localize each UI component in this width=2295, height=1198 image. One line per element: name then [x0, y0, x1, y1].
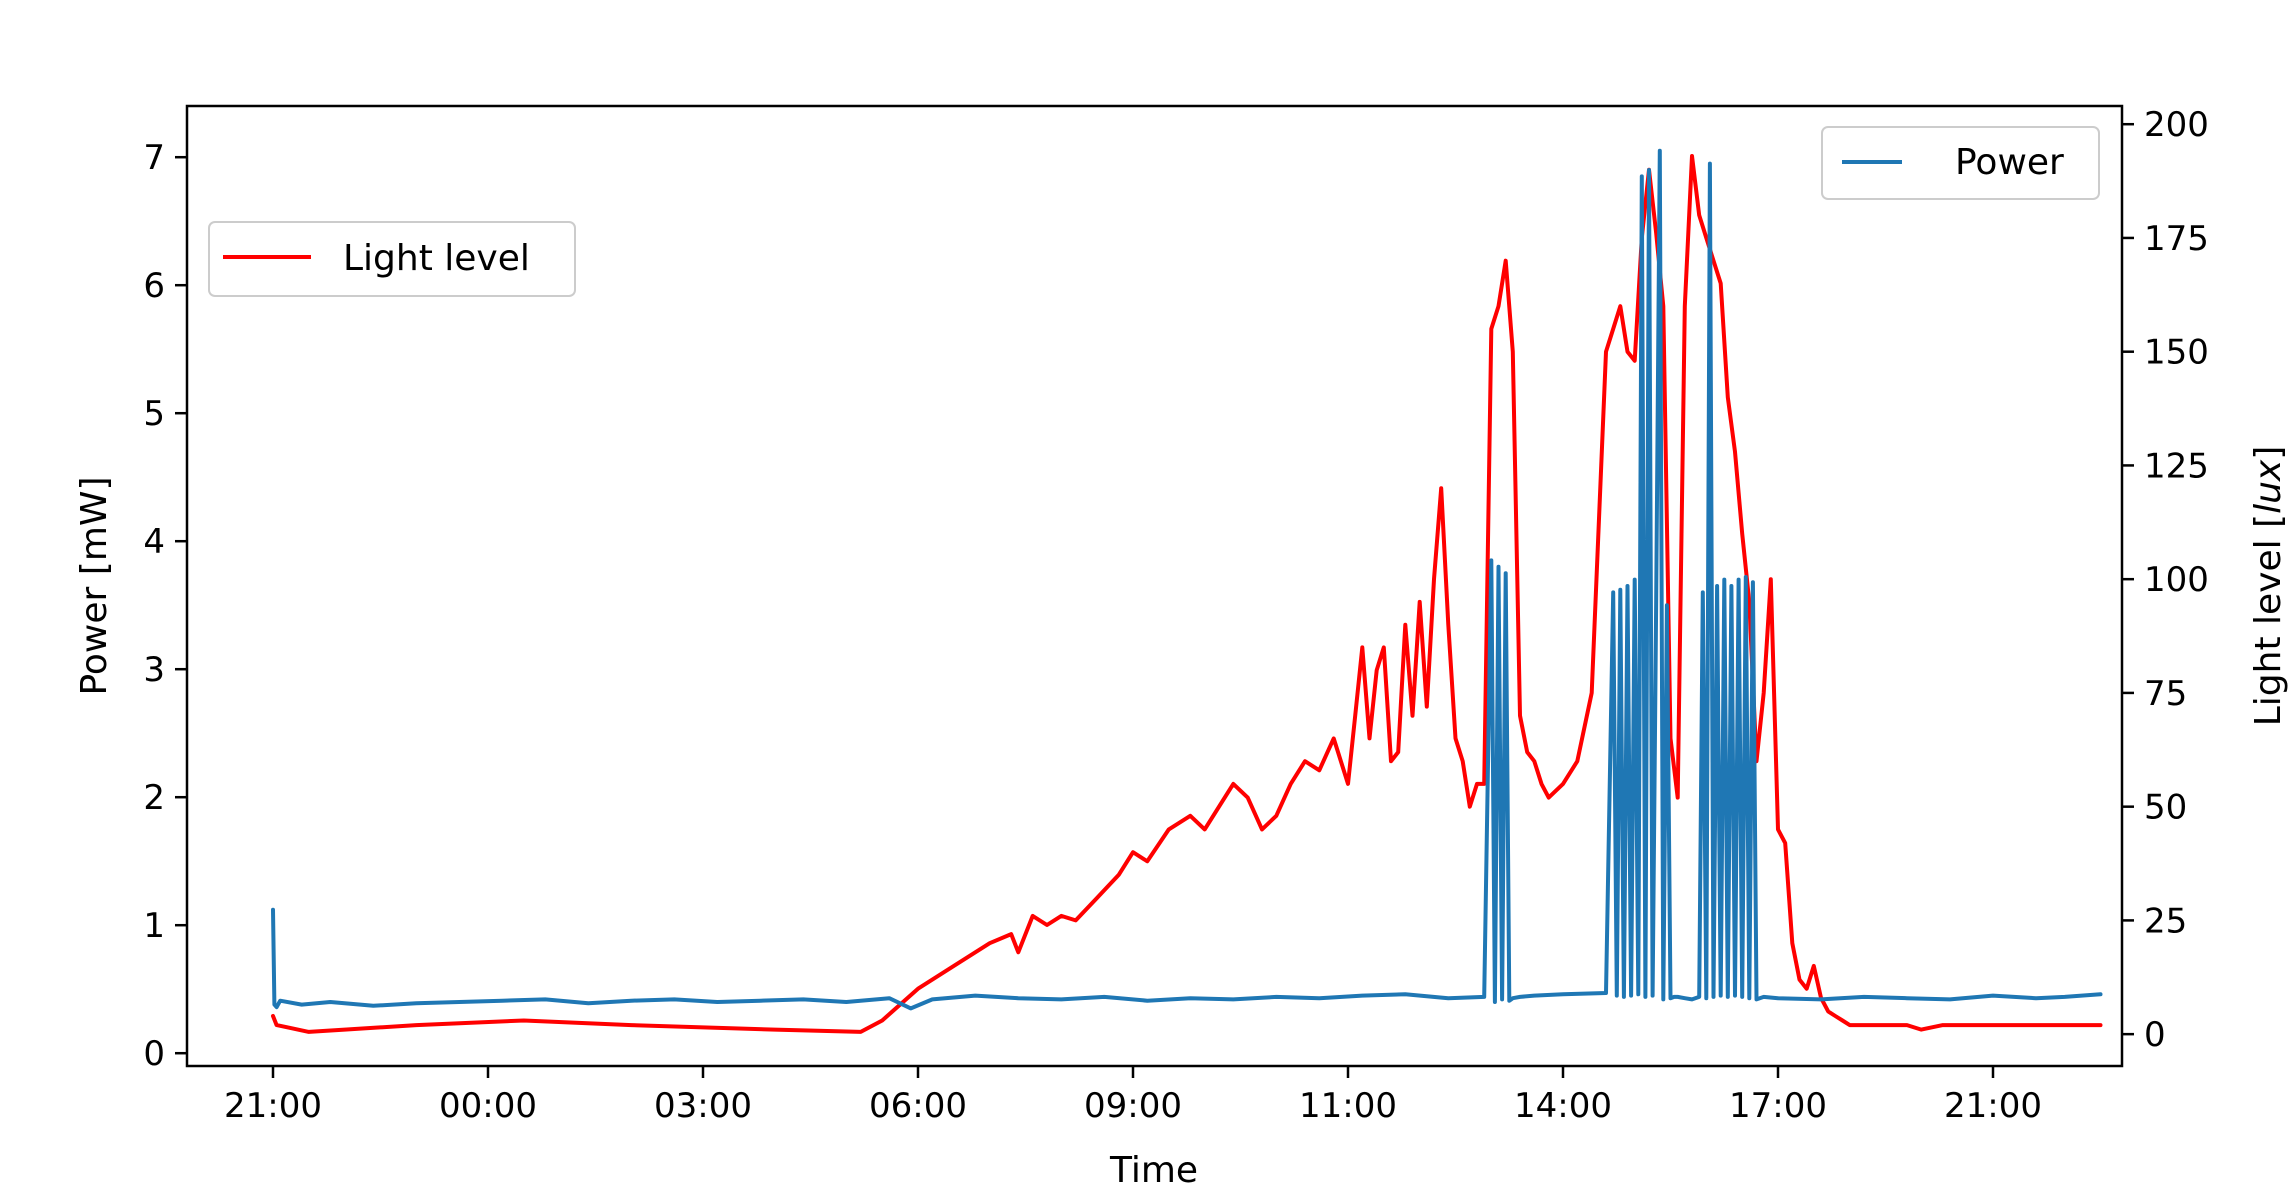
left-y-tick-label: 6: [143, 266, 165, 306]
right-y-tick-label: 0: [2144, 1015, 2166, 1055]
right-y-tick-label: 25: [2144, 901, 2187, 941]
left-y-tick-label: 0: [143, 1034, 165, 1074]
plot-frame: [185, 104, 2124, 1068]
x-axis-ticks: 21:00 00:00 03:00 06:00 09:00 11:00 14:00 17:00…: [224, 1066, 2042, 1126]
x-tick-label: 17:00: [1729, 1086, 1827, 1126]
power-series-line: [271, 148, 2103, 1011]
x-axis-label: Time: [1109, 1150, 1198, 1191]
plot-series-group: [271, 148, 2103, 1034]
light-level-series-line: [271, 154, 2103, 1034]
x-tick-label: 21:00: [1944, 1086, 2042, 1126]
left-y-tick-label: 7: [143, 138, 165, 178]
x-tick-label: 06:00: [869, 1086, 967, 1126]
right-y-tick-label: 175: [2144, 219, 2209, 259]
right-y-axis-label: Light level [lux]: [2248, 446, 2289, 727]
left-y-tick-label: 4: [143, 522, 165, 562]
legend-power-box: [1821, 126, 2100, 200]
x-tick-label: 00:00: [439, 1086, 537, 1126]
right-y-tick-label: 150: [2144, 333, 2209, 373]
x-tick-label: 21:00: [224, 1086, 322, 1126]
power-series-group: [271, 148, 2103, 1011]
legend-light-box: [208, 221, 576, 297]
legend-power-label: Power: [1955, 142, 2064, 183]
left-y-tick-label: 1: [143, 906, 165, 946]
x-tick-label: 14:00: [1514, 1086, 1612, 1126]
right-y-tick-label: 75: [2144, 674, 2187, 714]
legend-light-label: Light level: [343, 238, 530, 279]
left-y-tick-label: 5: [143, 394, 165, 434]
left-y-tick-label: 2: [143, 778, 165, 818]
right-y-tick-label: 200: [2144, 105, 2209, 145]
x-tick-label: 03:00: [654, 1086, 752, 1126]
right-y-tick-label: 100: [2144, 560, 2209, 600]
right-y-axis-ticks: 0 25 50 75 100 125 150 175 200: [2122, 105, 2209, 1055]
x-tick-label: 09:00: [1084, 1086, 1182, 1126]
left-y-tick-label: 3: [143, 650, 165, 690]
legend-light: Light level: [208, 221, 576, 297]
left-y-axis-label: Power [mW]: [74, 476, 115, 695]
legend-power: Power: [1821, 126, 2100, 200]
right-y-tick-label: 125: [2144, 446, 2209, 486]
right-y-tick-label: 50: [2144, 788, 2187, 828]
light-series-group: [271, 154, 2103, 1034]
x-tick-label: 11:00: [1299, 1086, 1397, 1126]
left-y-axis-ticks: 0 1 2 3 4 5 6 7: [143, 138, 187, 1074]
